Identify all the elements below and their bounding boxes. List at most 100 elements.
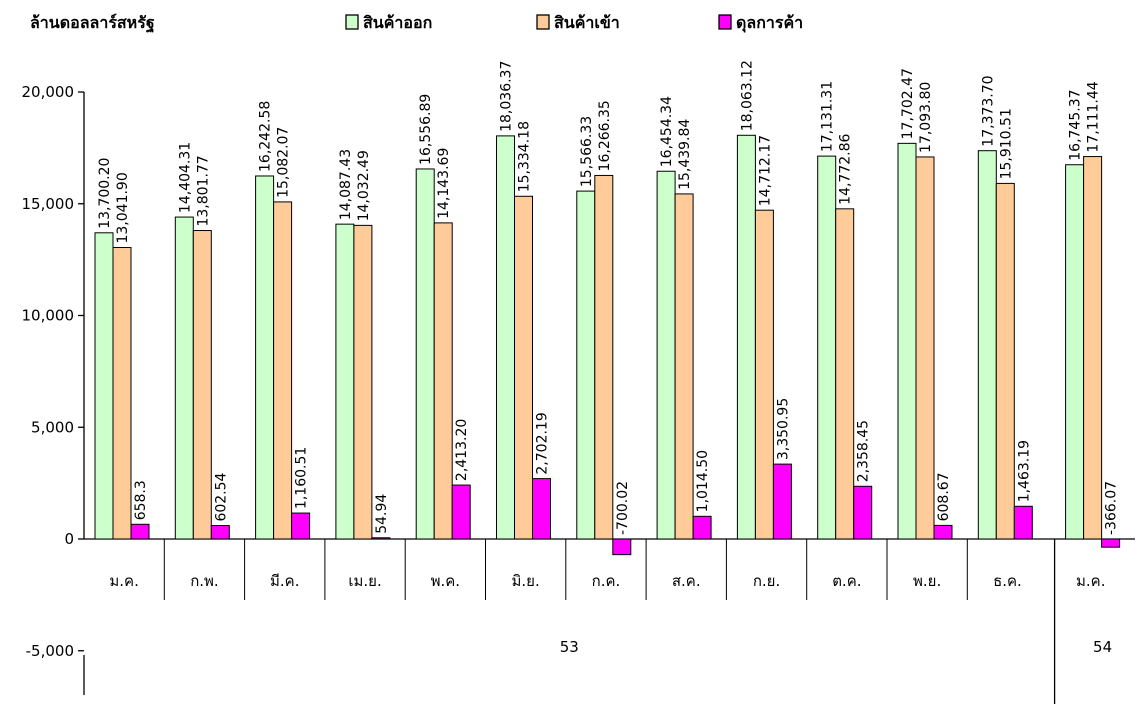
- bar-value-label: 18,063.12: [739, 60, 755, 131]
- bar: [130, 523, 150, 540]
- x-tick-label: ส.ค.: [672, 572, 701, 590]
- bar: [835, 208, 855, 540]
- bar-value-label: 14,404.31: [177, 142, 193, 213]
- legend-label: สินค้าออก: [363, 13, 433, 32]
- bar-value-label: 602.54: [213, 472, 229, 521]
- bar: [853, 485, 873, 540]
- x-axis-labels: ม.ค. ก.พ. มี.ค. เม.ย. พ.ค. มิ.ย. ก.ค. ส.ค. ก.ย. ต…: [109, 572, 1112, 656]
- y-tick-label: 10,000: [22, 307, 75, 325]
- bar: [1101, 538, 1121, 548]
- bar: [656, 170, 676, 540]
- bar: [335, 223, 355, 540]
- bar-value-label: 1,463.19: [1016, 440, 1032, 502]
- year-group-label: 53: [560, 638, 579, 656]
- legend-label: สินค้าเข้า: [554, 13, 620, 32]
- bar-value-labels: 13,700.20 13,041.90 658.3 14,404.31 13,801.7…: [97, 60, 1120, 535]
- bar: [514, 195, 533, 540]
- legend-swatch: [718, 14, 732, 30]
- bar-value-label: 2,358.45: [856, 420, 872, 482]
- bar: [255, 175, 275, 540]
- x-tick-label: พ.ค.: [431, 572, 460, 590]
- x-tick-label: ธ.ค.: [993, 572, 1022, 590]
- bar: [291, 512, 311, 540]
- bar: [451, 484, 471, 540]
- x-tick-label: ก.ค.: [592, 572, 621, 590]
- bar-value-label: 16,745.37: [1068, 89, 1084, 160]
- x-tick-label: ก.ย.: [753, 572, 780, 590]
- bar: [371, 537, 391, 540]
- bar-value-label: 15,566.33: [579, 116, 595, 187]
- bar: [897, 142, 917, 540]
- bar: [532, 478, 551, 540]
- bar-value-label: 15,910.51: [998, 108, 1014, 179]
- legend-label: ดุลการค้า: [736, 13, 803, 33]
- bar: [1083, 156, 1103, 540]
- bar: [1013, 505, 1033, 540]
- bar-value-label: 2,413.20: [454, 419, 470, 481]
- x-tick-label: ม.ค.: [109, 572, 138, 590]
- bar: [995, 182, 1015, 540]
- bar: [1065, 164, 1085, 540]
- legend-swatch: [536, 14, 550, 30]
- bar-value-label: 18,036.37: [499, 61, 515, 132]
- bar-value-label: 1,160.51: [294, 447, 310, 509]
- bar: [433, 222, 453, 540]
- x-tick-label: ก.พ.: [190, 572, 219, 590]
- bar-value-label: 13,041.90: [115, 172, 131, 243]
- legend-swatch: [345, 14, 359, 30]
- bar: [594, 174, 614, 540]
- bar-value-label: 15,334.18: [517, 121, 533, 192]
- bar-value-label: -700.02: [615, 481, 631, 535]
- bar-value-label: 608.67: [936, 472, 952, 521]
- bar-value-label: 3,350.95: [775, 398, 791, 460]
- bar: [174, 216, 194, 540]
- bar: [915, 156, 935, 540]
- year-group-label: 54: [1093, 638, 1112, 656]
- y-tick-label: 20,000: [22, 83, 75, 101]
- bar-value-label: 658.3: [133, 480, 149, 520]
- bar: [754, 209, 774, 540]
- x-tick-label: มี.ค.: [270, 572, 299, 590]
- x-tick-label: มิ.ย.: [512, 572, 540, 590]
- bar-value-label: 54.94: [374, 494, 390, 534]
- bar: [415, 168, 435, 540]
- x-tick-label: พ.ย.: [913, 572, 941, 590]
- y-axis-title: ล้านดอลลาร์สหรัฐ: [30, 13, 155, 33]
- bar-value-label: 14,032.49: [356, 150, 372, 221]
- bar-value-label: 16,454.34: [659, 96, 675, 167]
- bar-value-label: 15,082.07: [276, 127, 292, 198]
- y-tick-label: -5,000: [26, 642, 74, 660]
- bar: [977, 150, 997, 540]
- y-tick-label: 15,000: [22, 195, 75, 213]
- bar: [496, 135, 515, 540]
- y-tick-label: 0: [64, 530, 74, 548]
- bar-value-label: 14,772.86: [838, 133, 854, 204]
- bar: [933, 524, 953, 540]
- bar: [692, 515, 712, 540]
- axes: 20,000 15,000 10,000 5,000 0 -5,000: [22, 83, 1135, 704]
- y-tick-label: 5,000: [31, 418, 74, 436]
- bar-value-label: 17,111.44: [1086, 81, 1102, 152]
- bar: [273, 201, 293, 540]
- bar: [112, 247, 132, 540]
- bar-value-label: 17,702.47: [900, 68, 916, 139]
- bar: [674, 193, 694, 540]
- bar-value-label: 2,702.19: [535, 412, 551, 474]
- legend: สินค้าออก สินค้าเข้า ดุลการค้า: [345, 13, 803, 33]
- bar-value-label: 17,093.80: [918, 82, 934, 153]
- bar: [210, 525, 230, 540]
- bar-value-label: 15,439.84: [677, 119, 693, 190]
- bar-value-label: -366.07: [1104, 481, 1120, 535]
- bar-value-label: 17,131.31: [820, 81, 836, 152]
- bar-value-label: 17,373.70: [980, 75, 996, 146]
- bar-value-label: 13,700.20: [97, 158, 113, 229]
- bar: [612, 538, 632, 556]
- bar-value-label: 16,242.58: [258, 101, 274, 172]
- bar: [192, 230, 212, 540]
- bar: [736, 134, 756, 540]
- x-tick-label: ม.ค.: [1076, 572, 1105, 590]
- bar-value-label: 14,712.17: [757, 135, 773, 206]
- bar-value-label: 14,143.69: [436, 148, 452, 219]
- bars: [94, 134, 1121, 556]
